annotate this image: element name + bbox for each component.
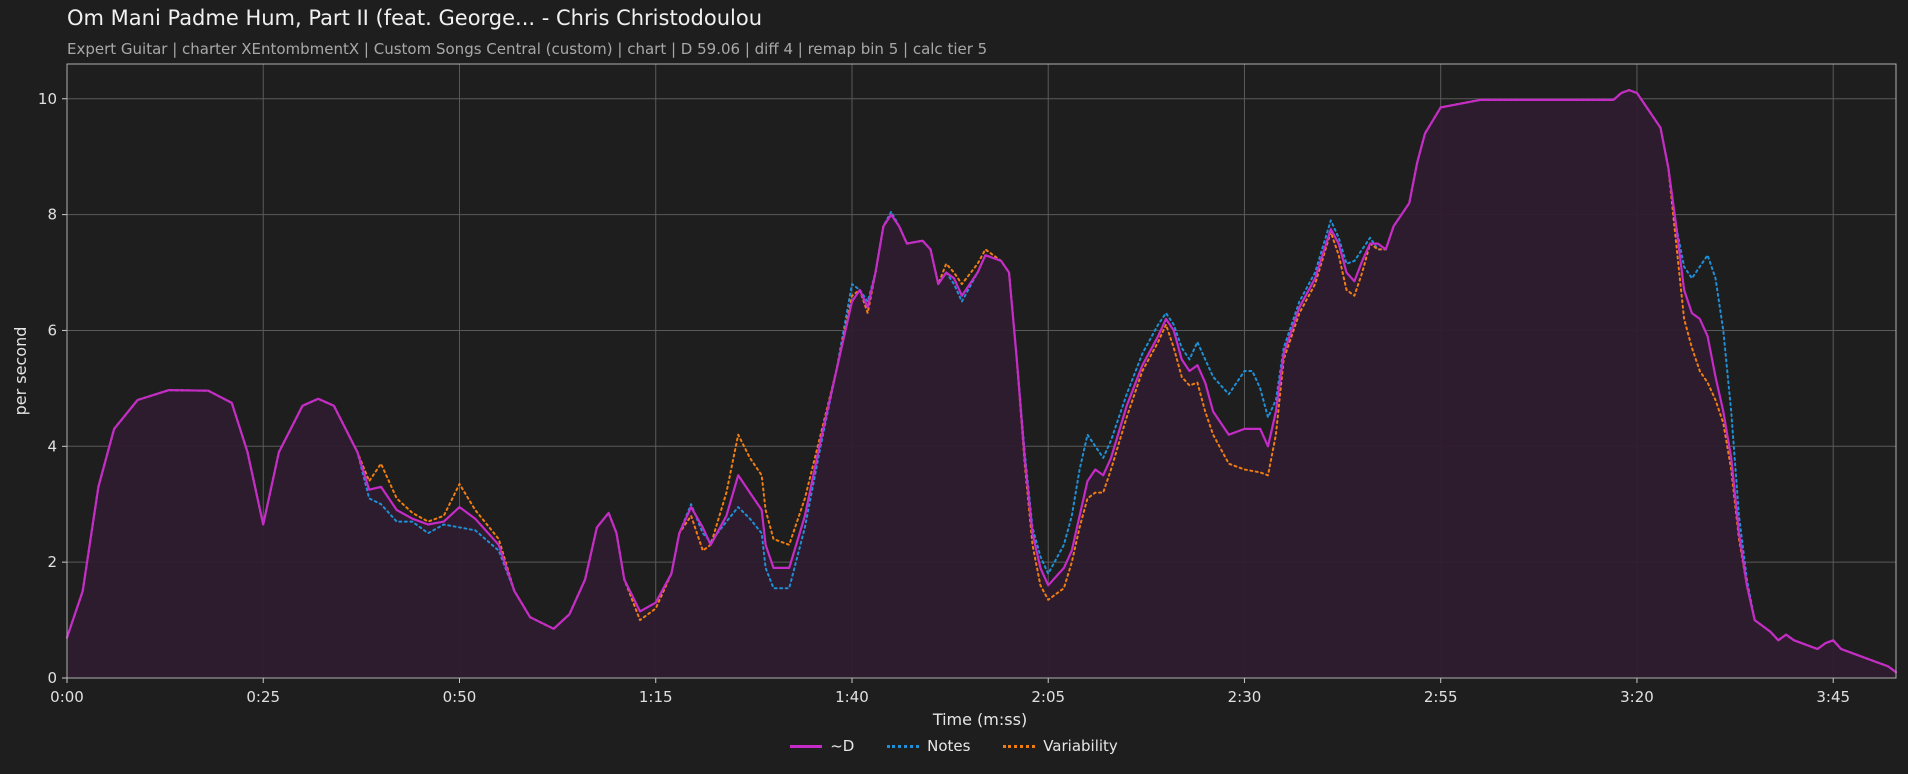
- chart-title: Om Mani Padme Hum, Part II (feat. George…: [67, 6, 763, 30]
- legend-swatch-variability: [1003, 744, 1036, 748]
- x-tick-label: 2:30: [1228, 688, 1262, 706]
- y-tick-label: 4: [47, 437, 57, 455]
- legend-item-variability: Variability: [1003, 737, 1118, 755]
- legend-label-variability: Variability: [1043, 736, 1118, 755]
- axes: 0:00 0:25 0:50 1:15 1:40 2:05 2:30 2:55 3:20 3:45…: [38, 63, 1897, 706]
- series-layer: [65, 89, 1898, 674]
- plot-frame: [66, 63, 1897, 679]
- y-tick-label: 10: [38, 90, 57, 108]
- y-tick-label: 2: [47, 553, 57, 571]
- series-line-d: [65, 89, 1898, 674]
- x-tick-label: 2:55: [1424, 688, 1458, 706]
- x-tick-label: 1:15: [639, 688, 673, 706]
- area-fill: [67, 90, 1896, 679]
- legend-label-notes: Notes: [927, 736, 971, 755]
- chart-subtitle: Expert Guitar | charter XEntombmentX | C…: [67, 40, 988, 58]
- x-tick-label: 3:45: [1816, 688, 1850, 706]
- y-tick-label: 8: [47, 206, 57, 224]
- y-tick-label: 6: [47, 321, 57, 339]
- y-axis-label: per second: [11, 327, 30, 416]
- x-tick-label: 0:00: [50, 688, 84, 706]
- x-tick-label: 0:25: [246, 688, 280, 706]
- x-tick-label: 3:20: [1620, 688, 1654, 706]
- legend-item-d: ~D: [790, 737, 854, 755]
- x-tick-label: 1:40: [835, 688, 869, 706]
- legend-label-d: ~D: [830, 736, 855, 755]
- d-area-fill: [67, 90, 1896, 679]
- x-tick-label: 0:50: [443, 688, 477, 706]
- x-tick-label: 2:05: [1031, 688, 1065, 706]
- legend-swatch-notes: [887, 744, 920, 748]
- legend-item-notes: Notes: [887, 737, 970, 755]
- legend-swatch-d: [790, 744, 823, 748]
- x-axis-label: Time (m:ss): [932, 710, 1027, 729]
- y-tick-label: 0: [47, 669, 57, 687]
- legend: ~D Notes Variability: [0, 736, 1908, 755]
